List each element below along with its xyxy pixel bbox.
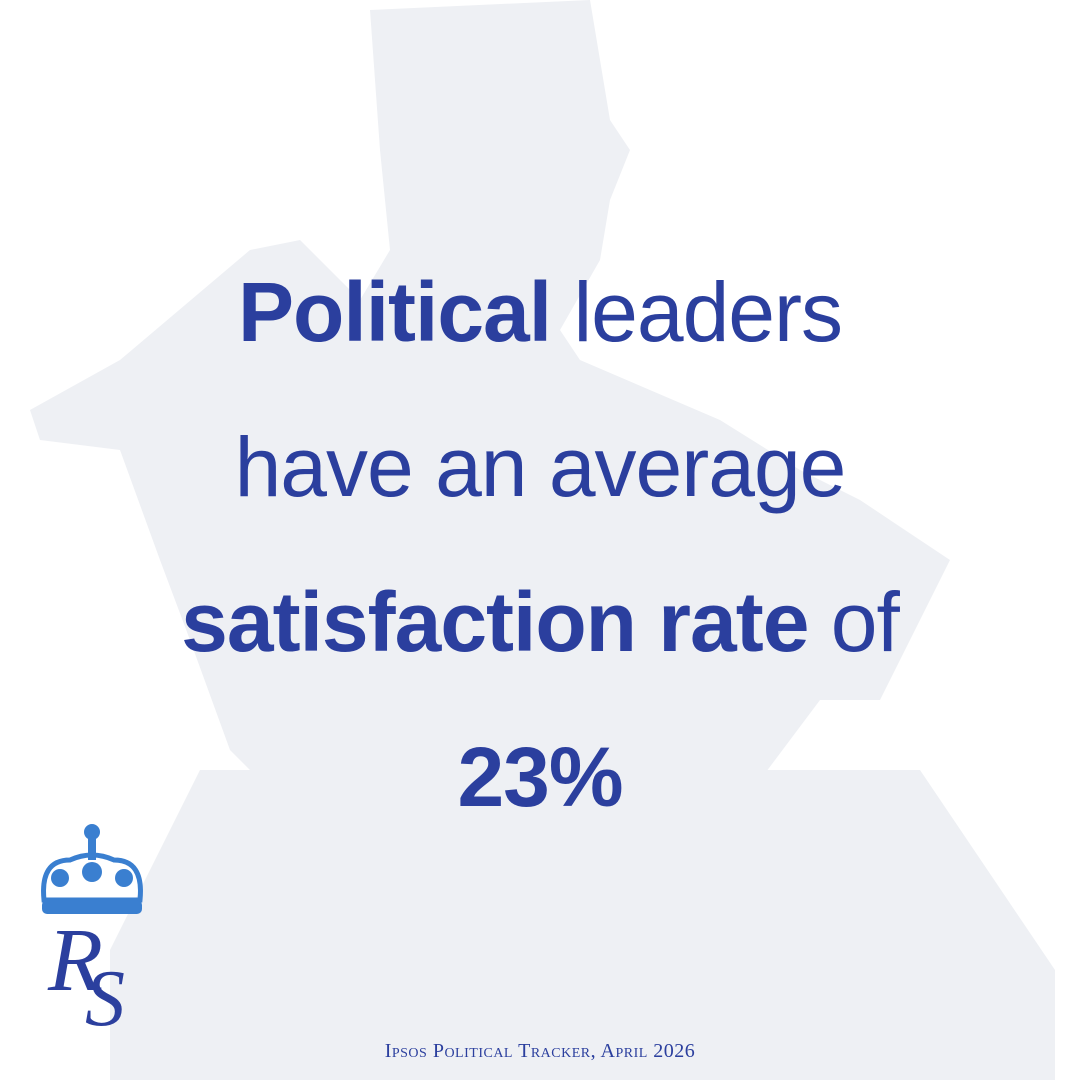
source-note: Ipsos Political Tracker, April 2026 (384, 1040, 696, 1062)
headline-bold: satisfaction rate (181, 575, 809, 669)
headline-light: have an average (234, 420, 847, 514)
headline-stat: 23% (457, 730, 623, 824)
crown-logo: R S (41, 824, 143, 1040)
headline-bold: Political (238, 265, 552, 359)
monogram-s: S (85, 955, 125, 1040)
headline-light: leaders (573, 265, 843, 359)
headline-line: 23% (0, 727, 1080, 827)
headline-line: Political leaders (0, 262, 1080, 362)
headline-line: have an average (0, 417, 1080, 517)
headline-light: of (830, 575, 900, 669)
headline-line: satisfaction rate of (0, 572, 1080, 672)
monogram-r: R (47, 911, 103, 1010)
